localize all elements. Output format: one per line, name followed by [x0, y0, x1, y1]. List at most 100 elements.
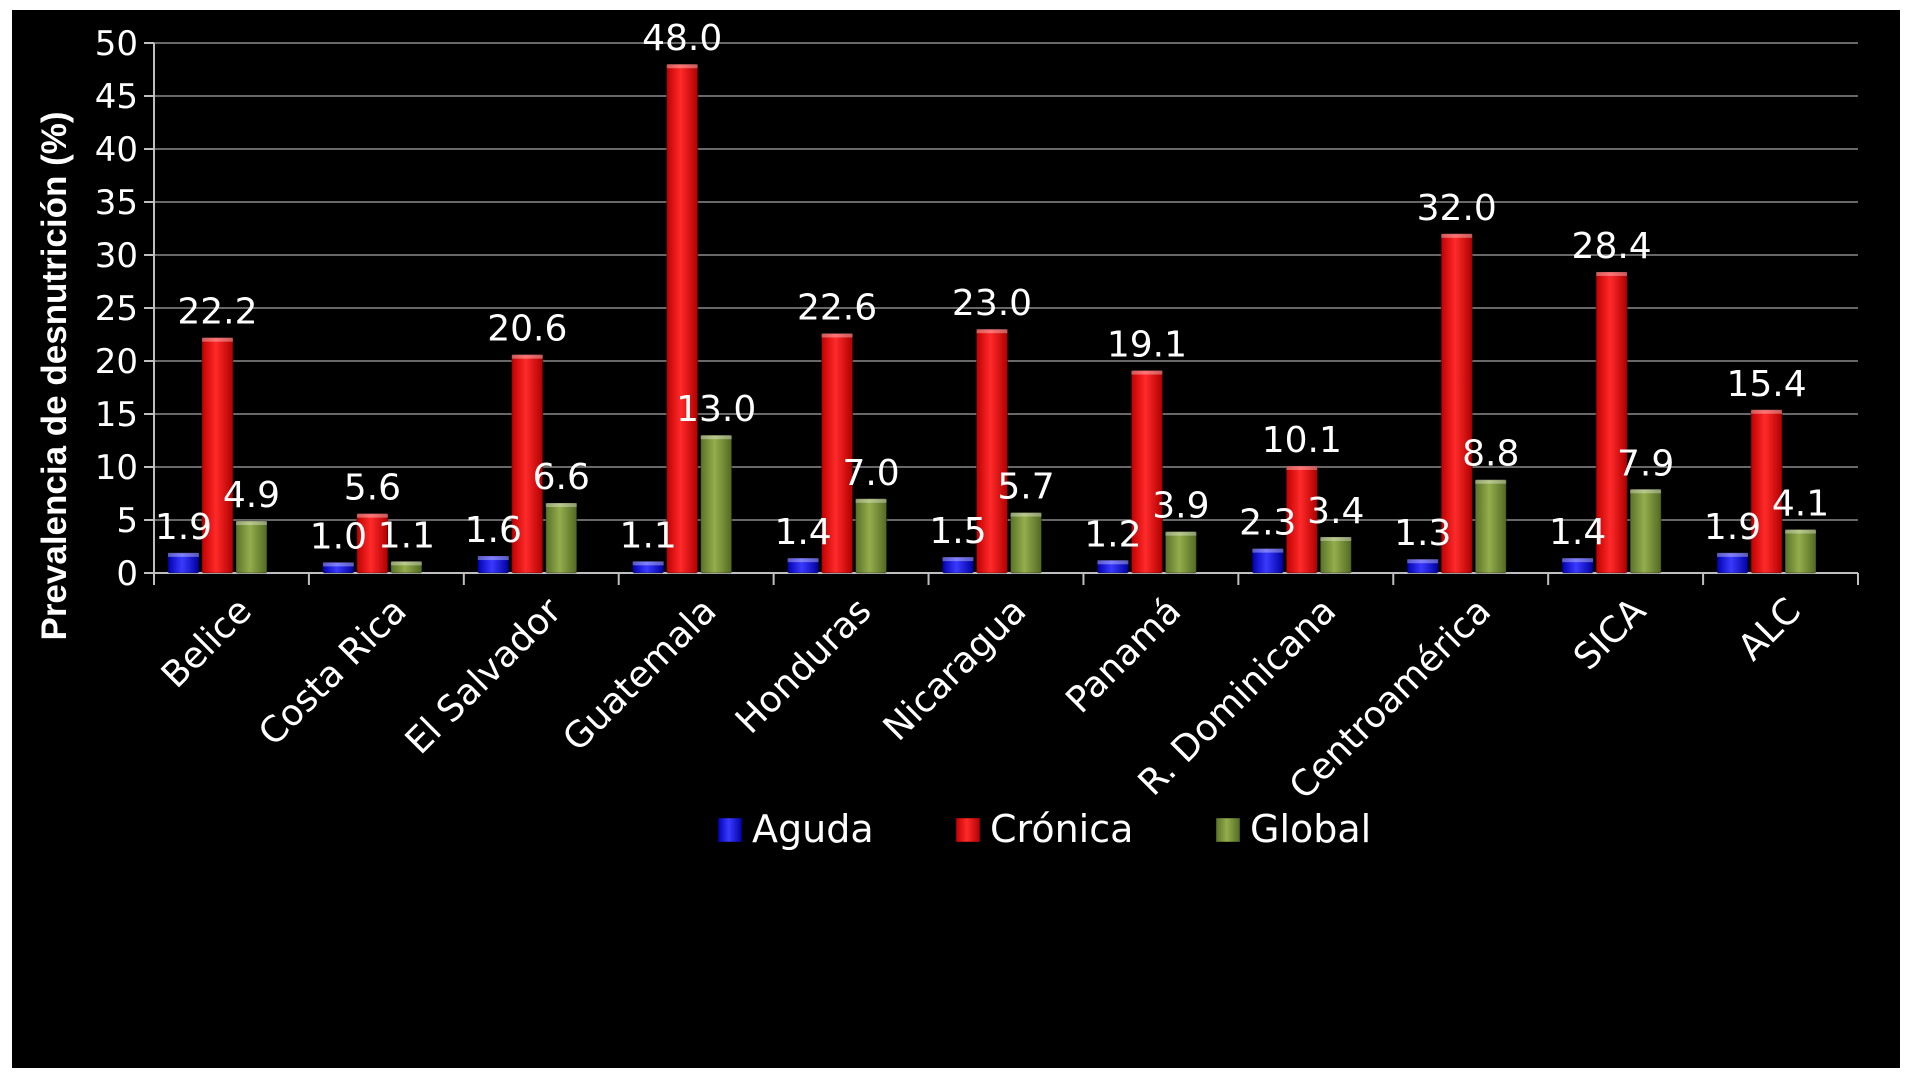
bar-aguda [787, 557, 820, 574]
y-tick-label: 45 [95, 77, 138, 117]
bar-cap [1441, 233, 1473, 238]
data-label: 4.1 [1772, 484, 1829, 525]
bar-cap [1252, 548, 1284, 553]
bar-aguda [322, 561, 355, 574]
bars [167, 63, 1817, 574]
data-label: 1.1 [378, 515, 435, 556]
bar-crónica [1750, 409, 1783, 574]
y-tick-label: 20 [95, 342, 138, 382]
data-label: 3.4 [1307, 491, 1364, 532]
bar-cap [1407, 559, 1439, 564]
data-label: 6.6 [533, 457, 590, 498]
data-label: 1.5 [929, 511, 986, 552]
legend-label: Global [1250, 807, 1371, 851]
data-label: 13.0 [676, 389, 756, 430]
bar-cap [1751, 409, 1783, 414]
x-tick-label: ALC [1731, 590, 1809, 668]
data-label: 20.6 [487, 309, 567, 350]
data-label: 7.0 [842, 453, 899, 494]
bar-crónica [821, 332, 854, 574]
y-tick-label: 30 [95, 236, 138, 276]
bar-global [1784, 529, 1817, 574]
bar-global [390, 560, 423, 574]
data-label: 5.6 [344, 468, 401, 509]
data-label: 19.1 [1107, 325, 1187, 366]
y-tick-label: 50 [95, 24, 138, 64]
data-label: 15.4 [1726, 364, 1806, 405]
x-tick-label: Honduras [728, 590, 879, 741]
bar-cap [1286, 465, 1318, 470]
bar-global [1474, 479, 1507, 574]
gridlines [154, 42, 1858, 521]
data-label: 1.9 [155, 507, 212, 548]
bar-cap [700, 435, 732, 440]
bar-cap [1165, 531, 1197, 536]
bar-aguda [1096, 559, 1129, 574]
bar-cap [1097, 560, 1129, 565]
data-label: 22.2 [177, 292, 257, 333]
bar-cap [1010, 512, 1042, 517]
legend-label: Crónica [990, 807, 1133, 851]
bar-cap [390, 561, 422, 566]
bar-global [235, 520, 268, 574]
x-tick-label: SICA [1566, 590, 1654, 678]
bar-aguda [1561, 557, 1594, 574]
data-label: 10.1 [1262, 420, 1342, 461]
bar-cap [1131, 370, 1163, 375]
bar-cap [1630, 489, 1662, 494]
data-label: 48.0 [642, 18, 722, 59]
bar-aguda [942, 556, 974, 574]
bar-crónica [201, 337, 234, 574]
x-tick-label: Costa Rica [251, 590, 415, 754]
y-tick-label: 35 [95, 183, 138, 223]
bar-global [700, 434, 733, 574]
bar-cap [942, 557, 974, 562]
legend: Aguda Crónica Global [717, 807, 1371, 851]
bar-crónica [1130, 370, 1163, 574]
bar-cap [356, 513, 388, 518]
bar-crónica [356, 513, 389, 574]
bar-crónica [976, 328, 1008, 574]
bar-cap [821, 333, 853, 338]
y-tick-label: 10 [95, 448, 138, 488]
bar-aguda [1716, 552, 1749, 574]
bar-crónica [1440, 233, 1473, 574]
bar-aguda [632, 560, 665, 574]
data-label: 1.4 [774, 512, 831, 553]
bar-global [1010, 512, 1042, 574]
x-tick-label: El Salvador [398, 590, 570, 762]
data-label: 5.7 [997, 467, 1054, 508]
bar-global [1629, 488, 1662, 574]
bar-cap [1320, 536, 1352, 541]
bar-cap [855, 498, 887, 503]
legend-swatch-crónica [955, 817, 981, 843]
bar-cap [1717, 552, 1749, 557]
data-label: 28.4 [1572, 226, 1652, 267]
y-tick-label: 15 [95, 395, 138, 435]
bar-cap [477, 556, 509, 561]
bar-cap [1596, 271, 1628, 276]
data-label: 8.8 [1462, 434, 1519, 475]
bar-aguda [1406, 558, 1439, 574]
data-label: 3.9 [1152, 486, 1209, 527]
bar-crónica [1285, 465, 1318, 574]
data-label: 1.1 [620, 515, 677, 556]
y-axis-title: Prevalencia de desnutrición (%) [35, 111, 74, 640]
bar-cap [976, 329, 1008, 334]
bar-aguda [477, 555, 510, 574]
bar-global [545, 502, 578, 574]
legend-swatch-global [1215, 817, 1241, 843]
data-label: 4.9 [223, 475, 280, 516]
bar-cap [1475, 479, 1507, 484]
x-tick-label: Guatemala [555, 590, 724, 759]
legend-label: Aguda [752, 807, 874, 851]
y-tick-label: 5 [116, 501, 138, 541]
bar-cap [545, 503, 577, 508]
bar-cap [322, 562, 354, 567]
bar-cap [1562, 558, 1594, 563]
bar-crónica [511, 354, 544, 574]
data-label: 1.9 [1704, 507, 1761, 548]
bar-cap [632, 561, 664, 566]
chart-background: 0 5 10 15 20 25 30 35 40 45 50 Belice Costa Rica El S… [12, 10, 1900, 1068]
y-tick-label: 25 [95, 289, 138, 329]
